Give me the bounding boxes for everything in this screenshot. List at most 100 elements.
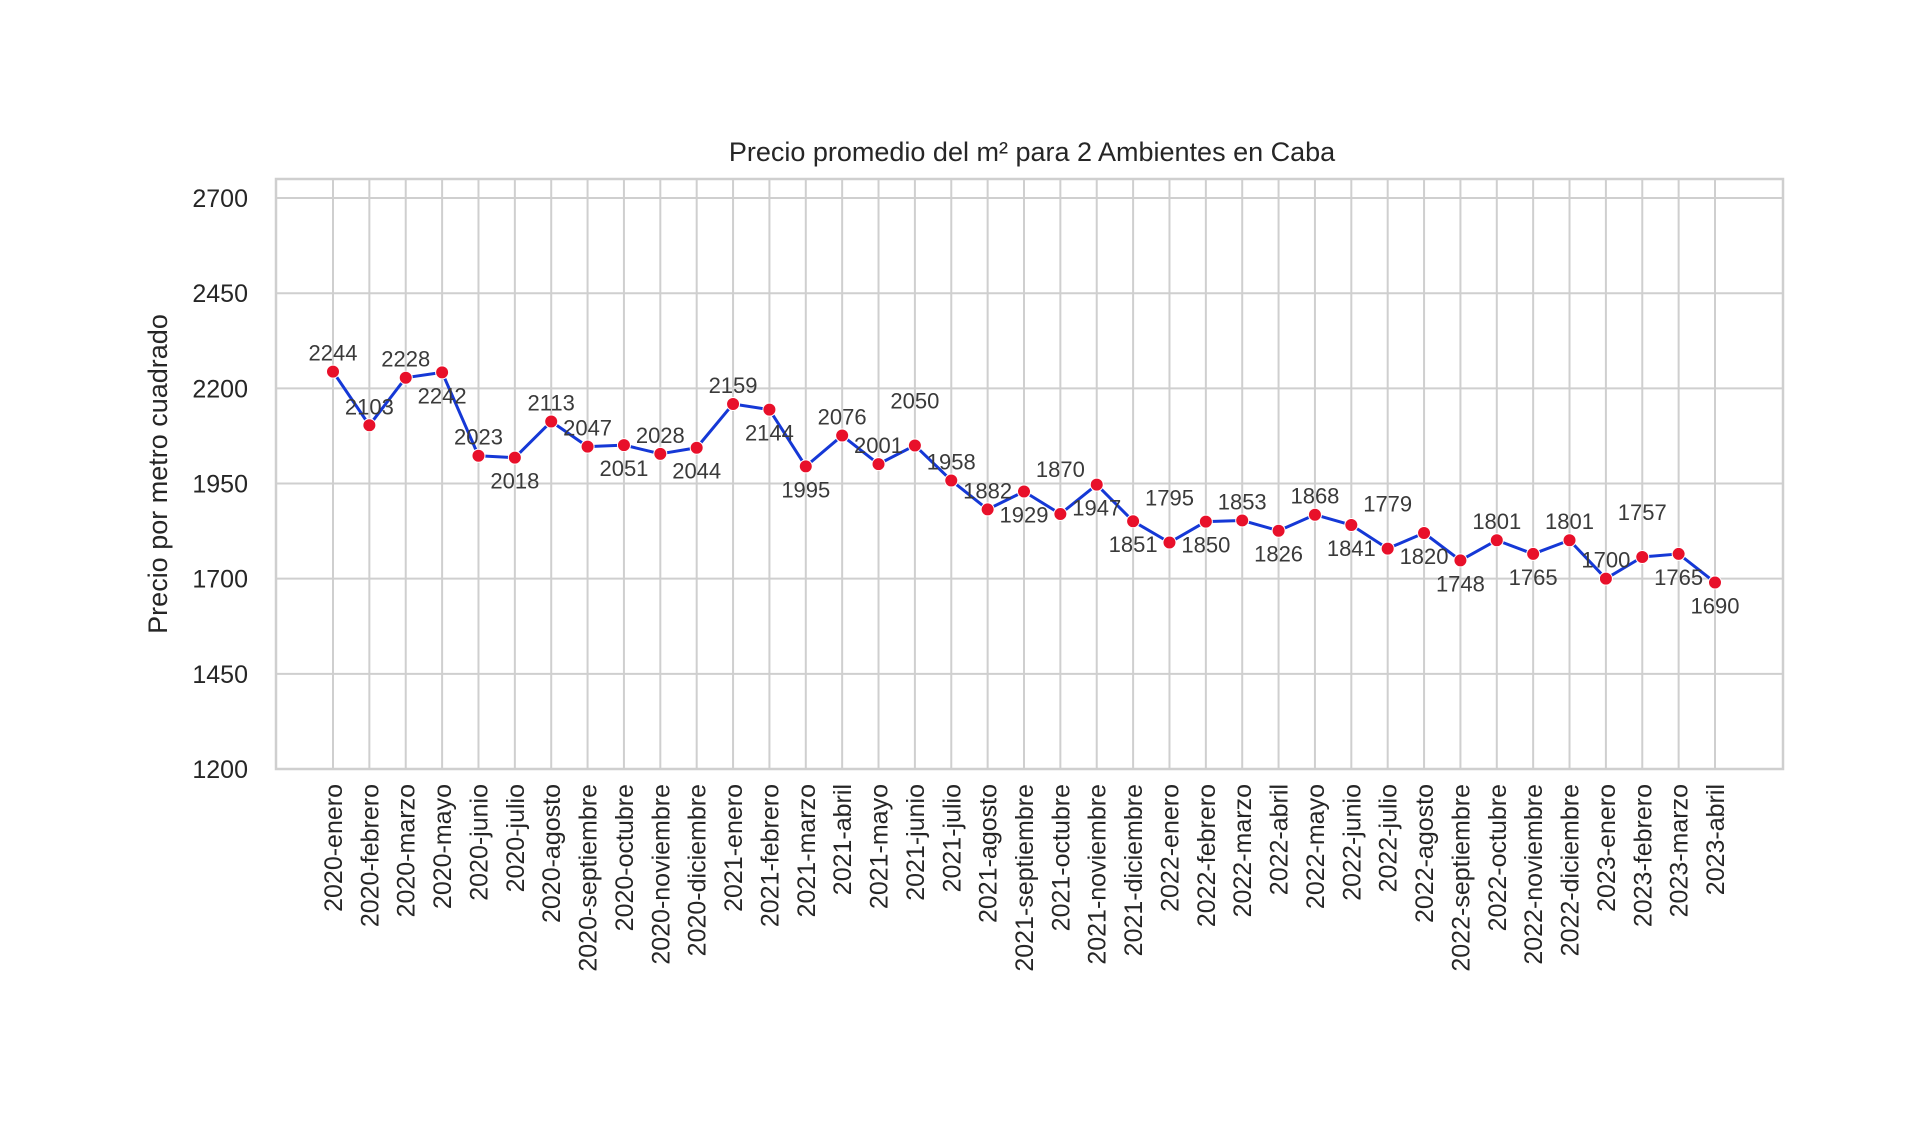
x-tick-label: 2023-marzo xyxy=(1666,784,1694,917)
x-tick-label: 2020-octubre xyxy=(611,784,639,931)
x-tick-label: 2020-agosto xyxy=(538,784,566,923)
x-tick-label: 2023-enero xyxy=(1593,784,1621,912)
data-point xyxy=(1271,523,1286,538)
data-label: 2076 xyxy=(818,405,867,430)
plot-frame xyxy=(274,177,1785,771)
data-point xyxy=(1089,477,1104,492)
data-point xyxy=(616,438,631,453)
data-label: 1801 xyxy=(1545,509,1594,534)
data-point xyxy=(1380,541,1395,556)
data-point xyxy=(1453,553,1468,568)
data-label: 1700 xyxy=(1581,548,1630,573)
data-label: 1779 xyxy=(1363,492,1412,517)
data-point xyxy=(544,414,559,429)
data-point xyxy=(907,438,922,453)
x-tick-label: 2022-septiembre xyxy=(1447,784,1475,972)
data-label: 1690 xyxy=(1691,593,1740,618)
x-tick-label: 2022-noviembre xyxy=(1520,784,1548,965)
data-point xyxy=(653,446,668,461)
data-point xyxy=(1053,506,1068,521)
data-point xyxy=(689,440,704,455)
data-point xyxy=(1017,484,1031,499)
x-tick-label: 2021-abril xyxy=(829,784,857,895)
data-label: 1748 xyxy=(1436,571,1485,596)
data-point xyxy=(326,364,340,379)
data-label: 1795 xyxy=(1145,486,1194,511)
y-tick-label: 2700 xyxy=(192,185,248,213)
x-tick-label: 2021-enero xyxy=(720,784,748,912)
data-label: 2228 xyxy=(381,347,430,372)
data-point xyxy=(1126,514,1141,529)
data-label: 1958 xyxy=(927,449,976,474)
y-tick-label: 2200 xyxy=(192,375,248,403)
x-tick-label: 2021-septiembre xyxy=(1011,784,1039,972)
x-tick-label: 2022-diciembre xyxy=(1557,784,1585,956)
data-point xyxy=(1235,513,1250,528)
x-tick-label: 2020-febrero xyxy=(356,784,384,927)
data-point xyxy=(398,370,413,385)
data-label: 1850 xyxy=(1181,533,1230,558)
x-tick-label: 2020-julio xyxy=(502,784,530,892)
x-tick-label: 2023-abril xyxy=(1702,784,1730,895)
data-label: 2051 xyxy=(599,456,648,481)
data-label: 2144 xyxy=(745,421,794,446)
data-label: 1868 xyxy=(1290,484,1339,509)
data-point xyxy=(1198,514,1213,529)
data-point xyxy=(835,428,850,443)
data-point xyxy=(762,402,777,417)
y-axis-ticks: 1200 1450 1700 1950 2200 2450 2700 xyxy=(192,185,248,784)
series-markers xyxy=(326,364,1722,590)
data-label: 2001 xyxy=(854,433,903,458)
y-tick-label: 1200 xyxy=(192,756,248,784)
data-label: 1929 xyxy=(1000,503,1049,528)
x-tick-label: 2023-febrero xyxy=(1629,784,1657,927)
x-tick-label: 2020-septiembre xyxy=(575,784,603,972)
y-tick-label: 1700 xyxy=(192,566,248,594)
x-tick-label: 2022-marzo xyxy=(1229,784,1257,917)
data-label: 1757 xyxy=(1618,500,1667,525)
data-label: 2103 xyxy=(345,394,394,419)
data-label: 1841 xyxy=(1327,536,1376,561)
data-point xyxy=(1562,533,1577,548)
x-tick-label: 2022-febrero xyxy=(1193,784,1221,927)
x-tick-label: 2020-junio xyxy=(465,784,493,901)
data-label: 1853 xyxy=(1218,489,1267,514)
x-tick-label: 2022-mayo xyxy=(1302,784,1330,909)
x-tick-label: 2022-octubre xyxy=(1484,784,1512,931)
data-point xyxy=(580,439,595,454)
data-point xyxy=(980,502,995,517)
data-label: 2242 xyxy=(418,383,467,408)
data-point xyxy=(1417,526,1432,540)
x-tick-label: 2021-noviembre xyxy=(1084,784,1112,965)
x-tick-label: 2021-octubre xyxy=(1047,784,1075,931)
data-label: 1870 xyxy=(1036,457,1085,482)
y-tick-label: 1950 xyxy=(192,471,248,499)
data-label: 1947 xyxy=(1072,496,1121,521)
data-label: 1826 xyxy=(1254,542,1303,567)
data-point xyxy=(1344,518,1359,533)
x-tick-label: 2021-agosto xyxy=(975,784,1003,923)
data-point xyxy=(362,418,377,433)
data-label: 1801 xyxy=(1472,509,1521,534)
x-tick-label: 2022-agosto xyxy=(1411,784,1439,923)
y-axis-label: Precio por metro cuadrado xyxy=(143,314,173,634)
x-tick-label: 2021-marzo xyxy=(793,784,821,917)
data-label: 2047 xyxy=(563,416,612,441)
y-tick-label: 2450 xyxy=(192,280,248,308)
data-point xyxy=(1489,533,1504,548)
data-point xyxy=(1671,546,1686,561)
x-tick-label: 2022-julio xyxy=(1375,784,1403,892)
data-label: 2159 xyxy=(709,373,758,398)
x-tick-label: 2022-enero xyxy=(1156,784,1184,912)
x-tick-label: 2020-noviembre xyxy=(647,784,675,965)
x-axis-ticks: 2020-enero 2020-febrero 2020-marzo 2020-may… xyxy=(320,784,1730,972)
x-tick-label: 2021-junio xyxy=(902,784,930,901)
x-tick-label: 2021-mayo xyxy=(866,784,894,909)
data-label: 2050 xyxy=(890,388,939,413)
x-tick-label: 2020-marzo xyxy=(393,784,421,917)
x-tick-label: 2020-mayo xyxy=(429,784,457,909)
x-tick-label: 2021-febrero xyxy=(756,784,784,927)
data-point xyxy=(1162,535,1177,550)
